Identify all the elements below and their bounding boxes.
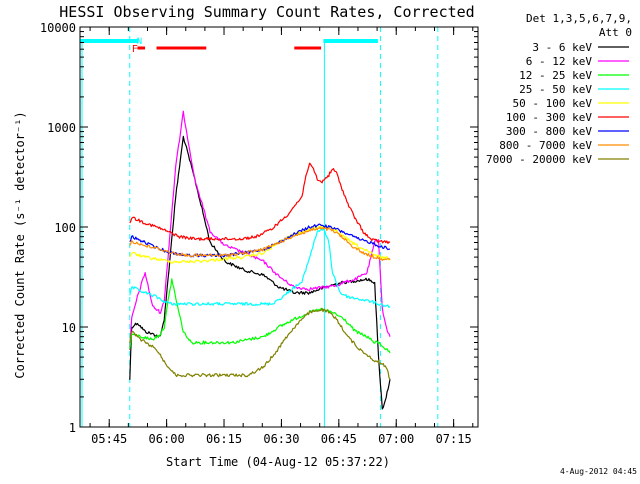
legend-label-6: 300 - 800 keV bbox=[506, 125, 592, 138]
legend-header-detectors: Det 1,3,5,6,7,9, bbox=[526, 12, 632, 25]
y-tick-label-1: 10 bbox=[62, 321, 76, 335]
x-tick-label-5: 07:00 bbox=[378, 432, 414, 446]
y-tick-label-2: 100 bbox=[54, 221, 76, 235]
footer-date: 4-Aug-2012 04:45 bbox=[560, 467, 637, 476]
y-tick-label-0: 1 bbox=[69, 421, 76, 435]
n-marker-label: N bbox=[137, 37, 142, 47]
x-tick-label-1: 06:00 bbox=[149, 432, 185, 446]
legend-label-8: 7000 - 20000 keV bbox=[486, 153, 592, 166]
x-tick-label-4: 06:45 bbox=[321, 432, 357, 446]
legend-label-3: 25 - 50 keV bbox=[519, 83, 592, 96]
series-line-7 bbox=[129, 226, 391, 261]
background-marks: NF bbox=[80, 27, 439, 427]
series-lines bbox=[129, 110, 391, 410]
series-line-4 bbox=[129, 225, 391, 264]
legend-label-7: 800 - 7000 keV bbox=[499, 139, 592, 152]
series-line-8 bbox=[129, 307, 391, 380]
y-tick-label-3: 1000 bbox=[47, 121, 76, 135]
legend-label-1: 6 - 12 keV bbox=[526, 55, 593, 68]
legend-label-2: 12 - 25 keV bbox=[519, 69, 592, 82]
legend-label-4: 50 - 100 keV bbox=[513, 97, 593, 110]
x-tick-label-3: 06:30 bbox=[263, 432, 299, 446]
legend-header-attenuator: Att 0 bbox=[599, 26, 632, 39]
plot-frame bbox=[79, 26, 479, 428]
x-tick-label-0: 05:45 bbox=[91, 432, 127, 446]
x-tick-label-2: 06:15 bbox=[206, 432, 242, 446]
series-line-3 bbox=[129, 228, 391, 308]
x-tick-label-6: 07:15 bbox=[436, 432, 472, 446]
series-line-1 bbox=[129, 110, 391, 351]
series-line-5 bbox=[129, 162, 391, 244]
axes: 1 10 100 1000 10000 05:45 06:00 06:15 06:30 06:45… bbox=[40, 21, 479, 446]
f-marker-label: F bbox=[132, 44, 138, 55]
y-axis-label: Corrected Count Rate (s⁻¹ detector⁻¹) bbox=[13, 111, 27, 378]
legend-label-5: 100 - 300 keV bbox=[506, 111, 592, 124]
series-line-2 bbox=[129, 278, 391, 354]
y-tick-label-4: 10000 bbox=[40, 21, 76, 35]
legend-label-0: 3 - 6 keV bbox=[532, 41, 592, 54]
chart-title: HESSI Observing Summary Count Rates, Cor… bbox=[59, 3, 474, 21]
x-axis-label: Start Time (04-Aug-12 05:37:22) bbox=[166, 455, 390, 469]
